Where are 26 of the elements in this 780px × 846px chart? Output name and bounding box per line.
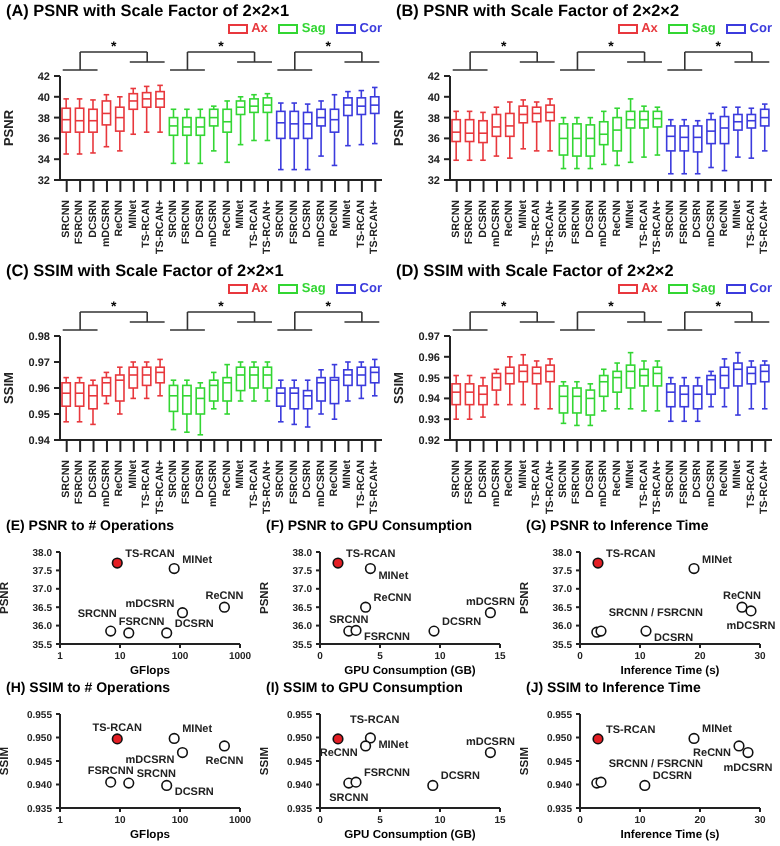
chart-title: (D) SSIM with Scale Factor of 2×2×2 (396, 262, 674, 280)
point (742, 746, 754, 759)
point (360, 601, 372, 613)
point (484, 746, 496, 759)
point (640, 625, 652, 637)
point (350, 776, 362, 788)
point (332, 557, 344, 569)
point (332, 733, 344, 745)
point (745, 605, 757, 617)
point (350, 624, 362, 636)
point (688, 732, 700, 745)
point (592, 557, 604, 569)
chart-title: (C) SSIM with Scale Factor of 2×2×1 (6, 262, 284, 280)
point (427, 779, 439, 792)
point (364, 562, 376, 575)
chart-title: (B) PSNR with Scale Factor of 2×2×2 (396, 2, 680, 20)
point (428, 625, 440, 637)
point (484, 607, 496, 619)
point (639, 779, 651, 792)
point (592, 733, 604, 745)
chart-title: (A) PSNR with Scale Factor of 2×2×1 (6, 2, 290, 20)
point (736, 601, 748, 613)
point (364, 732, 376, 744)
point (360, 740, 372, 752)
point (688, 562, 700, 575)
point (733, 740, 745, 752)
